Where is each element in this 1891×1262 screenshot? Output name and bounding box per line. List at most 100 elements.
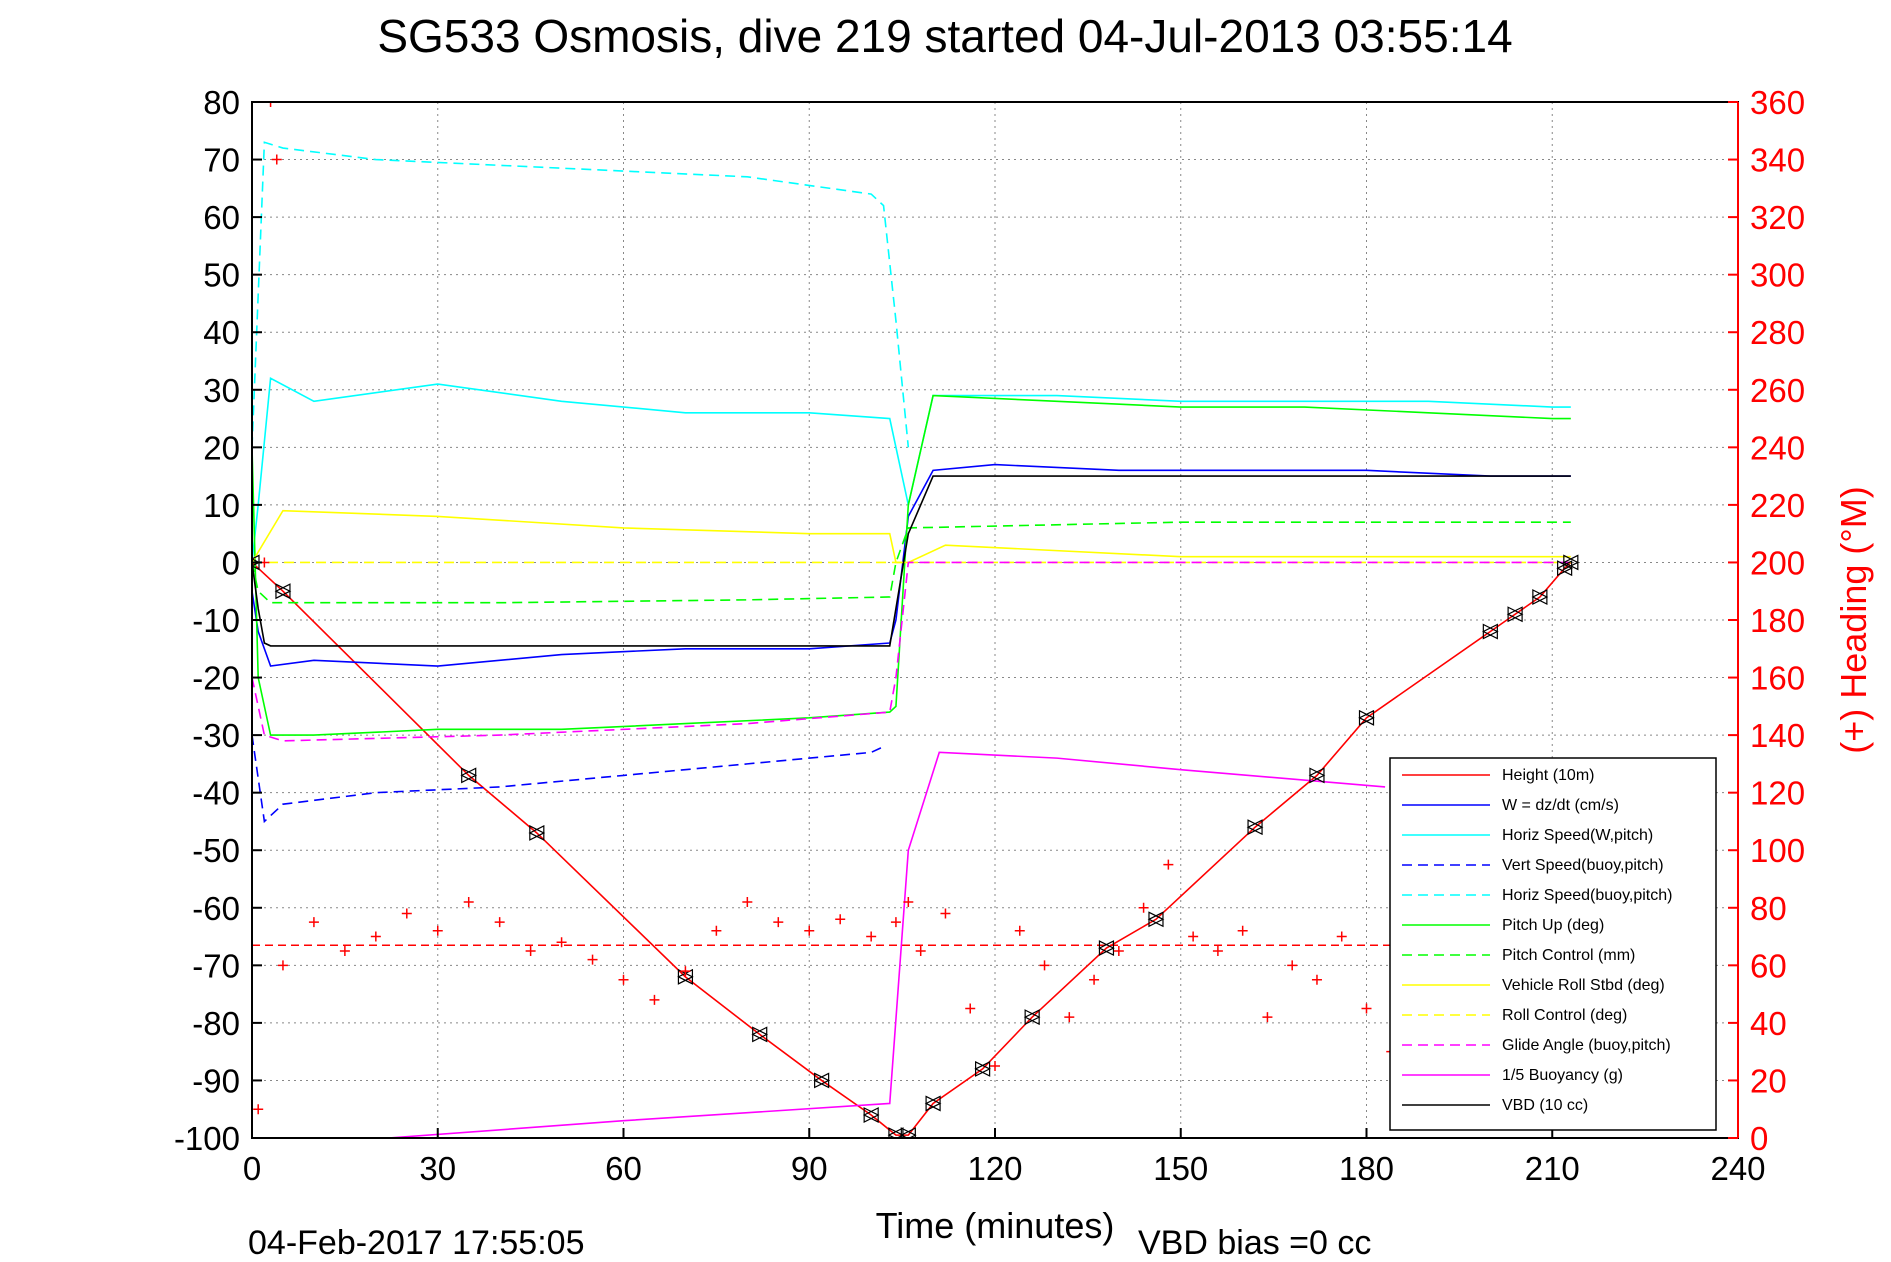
heading-point	[835, 914, 846, 925]
heading-point	[990, 1061, 1000, 1072]
footer-timestamp: 04-Feb-2017 17:55:05	[248, 1224, 584, 1262]
x-tick-label: 60	[605, 1150, 642, 1187]
height-marker	[751, 1026, 769, 1043]
y2-tick-label: 160	[1750, 660, 1805, 697]
legend-entry: Vehicle Roll Stbd (deg)	[1502, 977, 1665, 994]
heading-point	[1262, 1012, 1273, 1023]
x-axis-label: Time (minutes)	[876, 1205, 1115, 1246]
y2-tick-label: 100	[1750, 832, 1805, 869]
y2-tick-label: 140	[1750, 717, 1805, 754]
y2-tick-label: 180	[1750, 602, 1805, 639]
y2-tick-label: 40	[1750, 1005, 1787, 1042]
y-tick-label: -20	[192, 660, 240, 697]
y2-tick-label: 120	[1750, 775, 1805, 812]
height-marker	[1506, 606, 1524, 623]
y-tick-label: -100	[174, 1120, 240, 1157]
height-marker	[887, 1127, 905, 1138]
height-marker	[813, 1072, 830, 1089]
legend-entry: Horiz Speed(buoy,pitch)	[1502, 887, 1672, 904]
height-marker	[1147, 911, 1165, 928]
legend-entry: Pitch Control (mm)	[1502, 947, 1635, 964]
y-tick-label: 40	[203, 314, 240, 351]
heading-point	[1188, 931, 1199, 942]
legend-entry: Glide Angle (buoy,pitch)	[1502, 1037, 1671, 1054]
heading-point	[587, 954, 598, 965]
legend-entry: Height (10m)	[1502, 767, 1594, 784]
y2-tick-label: 20	[1750, 1062, 1787, 1099]
height-marker	[274, 583, 292, 600]
chart-title: SG533 Osmosis, dive 219 started 04-Jul-2…	[377, 10, 1512, 62]
y2-tick-label: 220	[1750, 487, 1805, 524]
footer-vbd-bias: VBD bias =0 cc	[1138, 1224, 1371, 1262]
height-marker	[1308, 767, 1326, 784]
height-marker	[1531, 589, 1549, 605]
heading-point	[494, 917, 505, 928]
y-tick-label: 30	[203, 372, 240, 409]
y-tick-label: -50	[192, 832, 240, 869]
y-axis-right: 3603403203002802602402202001801601401201…	[1728, 84, 1805, 1157]
series-line-9	[252, 561, 1571, 742]
heading-point	[463, 897, 474, 908]
heading-point	[1039, 960, 1050, 971]
y2-tick-label: 280	[1750, 314, 1805, 351]
heading-point	[253, 1104, 264, 1115]
y-tick-label: 70	[203, 142, 240, 179]
y2-tick-label: 300	[1750, 257, 1805, 294]
height-marker	[1358, 709, 1375, 726]
y2-tick-label: 340	[1750, 142, 1805, 179]
legend-entry: Roll Control (deg)	[1502, 1007, 1627, 1024]
y2-tick-label: 60	[1750, 947, 1787, 984]
y-tick-label: -10	[192, 602, 240, 639]
y-tick-label: -40	[192, 775, 240, 812]
heading-point	[401, 908, 412, 919]
heading-point	[1138, 902, 1149, 913]
heading-point	[940, 908, 951, 919]
heading-point	[773, 917, 784, 928]
y-tick-label: 10	[203, 487, 240, 524]
y2-axis-label: (+) Heading (°M)	[1833, 486, 1874, 753]
legend-entry: Pitch Up (deg)	[1502, 917, 1604, 934]
legend-entry: 1/5 Buoyancy (g)	[1502, 1067, 1623, 1084]
height-marker	[974, 1060, 991, 1077]
series-line-0	[252, 561, 1572, 1136]
y-tick-label: -80	[192, 1005, 240, 1042]
y2-tick-label: 320	[1750, 199, 1805, 236]
heading-point	[1336, 931, 1347, 942]
y-tick-label: 80	[203, 84, 240, 121]
series-line-10	[388, 751, 1386, 1138]
x-tick-label: 30	[419, 1150, 456, 1187]
heading-point	[915, 945, 926, 956]
heading-point	[525, 945, 536, 956]
series-line-7	[252, 509, 1571, 564]
heading-point	[271, 154, 282, 165]
heading-point	[1361, 1003, 1372, 1014]
heading-point	[339, 945, 350, 956]
heading-point	[370, 931, 381, 942]
height-marker	[1556, 560, 1573, 577]
legend-entry: Horiz Speed(W,pitch)	[1502, 827, 1653, 844]
series-line-2	[252, 376, 1571, 563]
heading-point	[965, 1003, 976, 1014]
heading-point	[1212, 945, 1223, 956]
heading-point	[1014, 925, 1025, 936]
height-marker	[862, 1107, 880, 1123]
series-group	[252, 102, 1580, 1138]
heading-point	[1237, 925, 1248, 936]
y2-tick-label: 80	[1750, 890, 1787, 927]
y-tick-label: -60	[192, 890, 240, 927]
y2-tick-label: 200	[1750, 544, 1805, 581]
heading-point	[1089, 974, 1100, 985]
x-tick-label: 210	[1525, 1150, 1580, 1187]
height-marker	[1098, 940, 1115, 957]
legend: Height (10m) W = dz/dt (cm/s) Horiz Speed(…	[1389, 757, 1717, 1131]
legend-entry: W = dz/dt (cm/s)	[1502, 797, 1619, 814]
heading-point	[866, 931, 877, 942]
series-line-5	[252, 394, 1571, 736]
height-marker	[528, 824, 546, 841]
heading-point	[277, 960, 288, 971]
height-marker	[460, 767, 478, 784]
y-tick-label: -90	[192, 1062, 240, 1099]
y-axis-left: 80 70 60 50 40 30 20 10 0 -10 -20 -30 -40 -50 -60 -70 -8…	[174, 84, 262, 1157]
heading-point	[890, 917, 901, 928]
heading-point	[903, 897, 914, 908]
